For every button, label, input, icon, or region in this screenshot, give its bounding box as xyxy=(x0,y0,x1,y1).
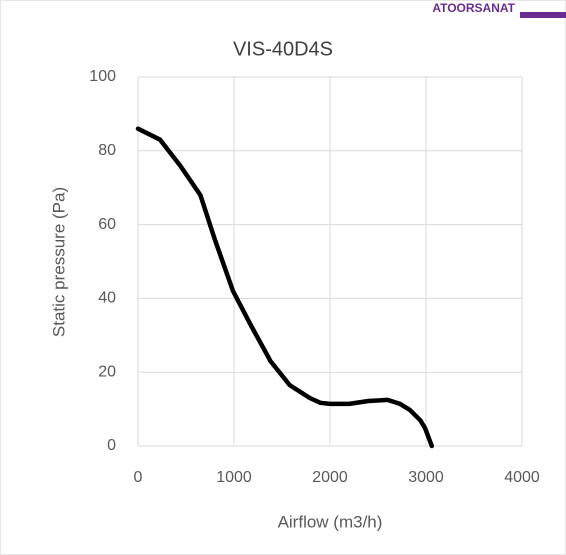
logo: ATOORSANAT xyxy=(432,1,515,15)
x-tick-label: 4000 xyxy=(504,469,540,486)
y-tick-label: 20 xyxy=(98,363,116,380)
x-tick-label: 0 xyxy=(134,469,143,486)
data-line xyxy=(135,126,435,449)
logo-bar xyxy=(520,12,566,18)
y-tick-label: 100 xyxy=(89,68,116,85)
x-tick-label: 2000 xyxy=(312,469,348,486)
x-axis-title: Airflow (m3/h) xyxy=(278,512,383,531)
y-tick-label: 40 xyxy=(98,290,116,307)
x-tick-label: 3000 xyxy=(408,469,444,486)
y-tick-label: 60 xyxy=(98,216,116,233)
chart-title: VIS-40D4S xyxy=(233,38,333,60)
x-tick-label: 1000 xyxy=(216,469,252,486)
y-tick-label: 80 xyxy=(98,142,116,159)
y-tick-label: 0 xyxy=(107,437,116,454)
y-axis-title: Static pressure (Pa) xyxy=(49,187,68,337)
